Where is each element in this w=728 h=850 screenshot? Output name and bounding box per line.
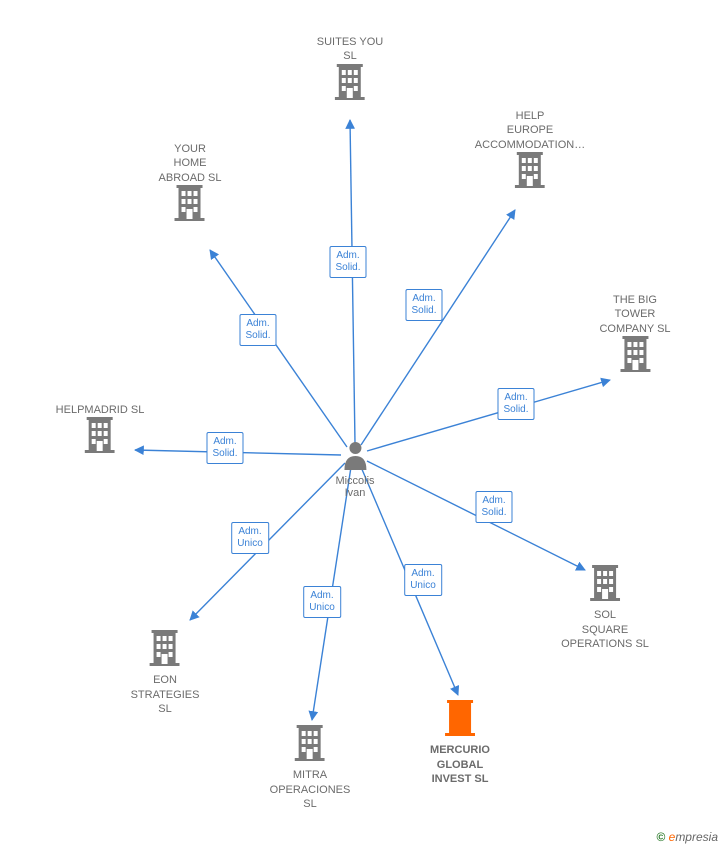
edge-label: Adm.Solid. [405,289,442,321]
company-label: SOLSQUAREOPERATIONS SL [561,608,649,651]
building-icon [620,363,650,375]
company-node-mitra[interactable]: MITRAOPERACIONESSL [270,725,351,811]
edge-line [350,120,355,443]
edge-label: Adm.Solid. [206,432,243,464]
building-icon [515,179,545,191]
company-node-eon[interactable]: EONSTRATEGIESSL [131,630,200,716]
edge-label: Adm.Solid. [239,314,276,346]
building-icon [175,212,205,224]
edge-line [367,380,610,451]
company-label: HELPEUROPEACCOMMODATION… [475,109,585,152]
edge-label: Adm.Unico [231,522,269,554]
company-label: MITRAOPERACIONESSL [270,768,351,811]
company-label: THE BIGTOWERCOMPANY SL [599,293,670,336]
person-icon [342,440,368,470]
company-label: SUITES YOUSL [317,35,383,64]
edge-line [361,210,515,445]
company-label: YOURHOMEABROAD SL [159,142,222,185]
company-node-the_big_tower[interactable]: THE BIGTOWERCOMPANY SL [599,290,670,376]
building-icon [295,752,325,764]
diagram-canvas: YOURHOMEABROAD SL SUITES YOUSL HELPEUROP… [0,0,728,850]
building-icon [85,444,115,456]
edge-label: Adm.Solid. [497,388,534,420]
company-label: MERCURIOGLOBALINVEST SL [430,743,490,786]
building-icon [335,91,365,103]
company-node-mercurio[interactable]: MERCURIOGLOBALINVEST SL [430,700,490,786]
edge-label: Adm.Unico [404,564,442,596]
building-icon [150,657,180,669]
company-node-help_europe[interactable]: HELPEUROPEACCOMMODATION… [475,106,585,192]
building-icon [445,727,475,739]
company-label: EONSTRATEGIESSL [131,673,200,716]
copyright-symbol: © [656,830,665,844]
edge-label: Adm.Solid. [329,246,366,278]
center-label: Miccolis Ivan [335,475,374,499]
edge-label: Adm.Unico [303,586,341,618]
brand-name: empresia [669,830,718,844]
company-label: HELPMADRID SL [56,403,145,417]
company-node-sol_square[interactable]: SOLSQUAREOPERATIONS SL [561,565,649,651]
company-node-your_home_abroad[interactable]: YOURHOMEABROAD SL [159,139,222,225]
company-node-helpmadrid[interactable]: HELPMADRID SL [56,400,145,458]
center-person-node[interactable]: Miccolis Ivan [335,440,374,499]
building-icon [590,592,620,604]
edge-label: Adm.Solid. [475,491,512,523]
attribution: © empresia [656,830,718,844]
company-node-suites_you[interactable]: SUITES YOUSL [317,32,383,104]
edge-line [210,250,347,447]
